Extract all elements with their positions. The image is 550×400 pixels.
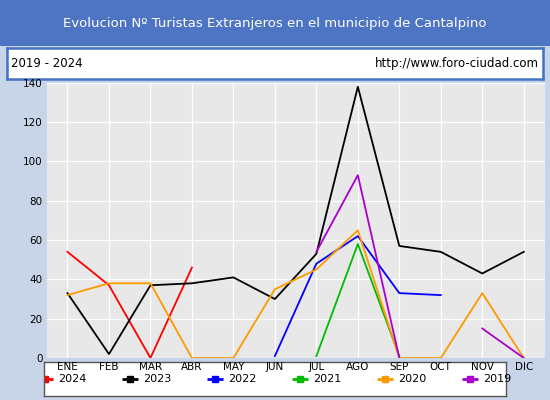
Text: 2019: 2019 <box>483 374 511 384</box>
Text: 2022: 2022 <box>228 374 256 384</box>
Text: 2023: 2023 <box>143 374 171 384</box>
Text: http://www.foro-ciudad.com: http://www.foro-ciudad.com <box>375 57 539 70</box>
Text: Evolucion Nº Turistas Extranjeros en el municipio de Cantalpino: Evolucion Nº Turistas Extranjeros en el … <box>63 16 487 30</box>
Text: 2019 - 2024: 2019 - 2024 <box>11 57 82 70</box>
Text: 2021: 2021 <box>313 374 341 384</box>
Text: 2020: 2020 <box>398 374 426 384</box>
Text: 2024: 2024 <box>58 374 86 384</box>
